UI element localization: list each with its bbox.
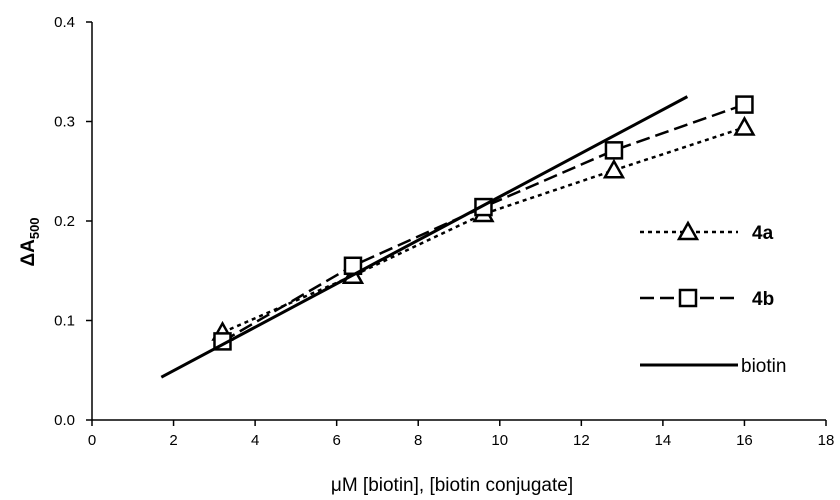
y-ticks: 0.0 0.1 0.2 0.3 0.4 <box>54 14 92 429</box>
y-axis-title-symbol: ΔA <box>18 239 39 267</box>
series-4b <box>213 95 754 351</box>
legend-marker-4b <box>678 288 698 308</box>
legend-label-biotin: biotin <box>741 356 786 377</box>
legend: 4a 4b biotin <box>640 220 786 377</box>
x-tick-label: 2 <box>169 432 177 449</box>
series-line-biotin <box>160 95 689 379</box>
legend-entry-4a: 4a <box>640 220 774 244</box>
legend-entry-biotin: biotin <box>640 356 786 377</box>
data-point-4a <box>733 115 756 136</box>
x-axis-title: μM [biotin], [biotin conjugate] <box>331 475 573 496</box>
data-point-4b <box>604 141 624 160</box>
y-tick-label: 0.2 <box>54 213 75 230</box>
y-axis-title: ΔA500 <box>18 217 42 266</box>
legend-label-4a: 4a <box>752 223 774 244</box>
x-axis: 0 2 4 6 8 10 12 14 16 18 <box>88 419 835 449</box>
data-point-4a <box>602 158 626 179</box>
series-line-4b <box>221 103 745 343</box>
y-axis: 0.0 0.1 0.2 0.3 0.4 <box>54 14 93 429</box>
y-tick-label: 0.4 <box>54 14 75 31</box>
x-tick-label: 14 <box>655 432 672 449</box>
y-tick-label: 0.1 <box>54 313 75 330</box>
data-point-4b <box>735 95 754 114</box>
legend-entry-4b: 4b <box>640 288 774 310</box>
x-tick-label: 8 <box>414 432 422 449</box>
series-biotin <box>160 95 689 379</box>
x-tick-label: 0 <box>88 432 96 449</box>
x-ticks: 0 2 4 6 8 10 12 14 16 18 <box>88 420 835 449</box>
y-tick-label: 0.0 <box>54 412 75 429</box>
y-axis-title-subscript: 500 <box>27 217 42 239</box>
legend-label-4b: 4b <box>752 289 774 310</box>
x-tick-label: 10 <box>491 432 508 449</box>
x-tick-label: 6 <box>332 432 340 449</box>
x-tick-label: 16 <box>736 432 753 449</box>
y-tick-label: 0.3 <box>54 114 75 131</box>
x-tick-label: 12 <box>573 432 590 449</box>
x-tick-label: 4 <box>251 432 259 449</box>
x-tick-label: 18 <box>818 432 835 449</box>
legend-marker-4a <box>676 220 700 241</box>
series-layer <box>160 95 756 379</box>
